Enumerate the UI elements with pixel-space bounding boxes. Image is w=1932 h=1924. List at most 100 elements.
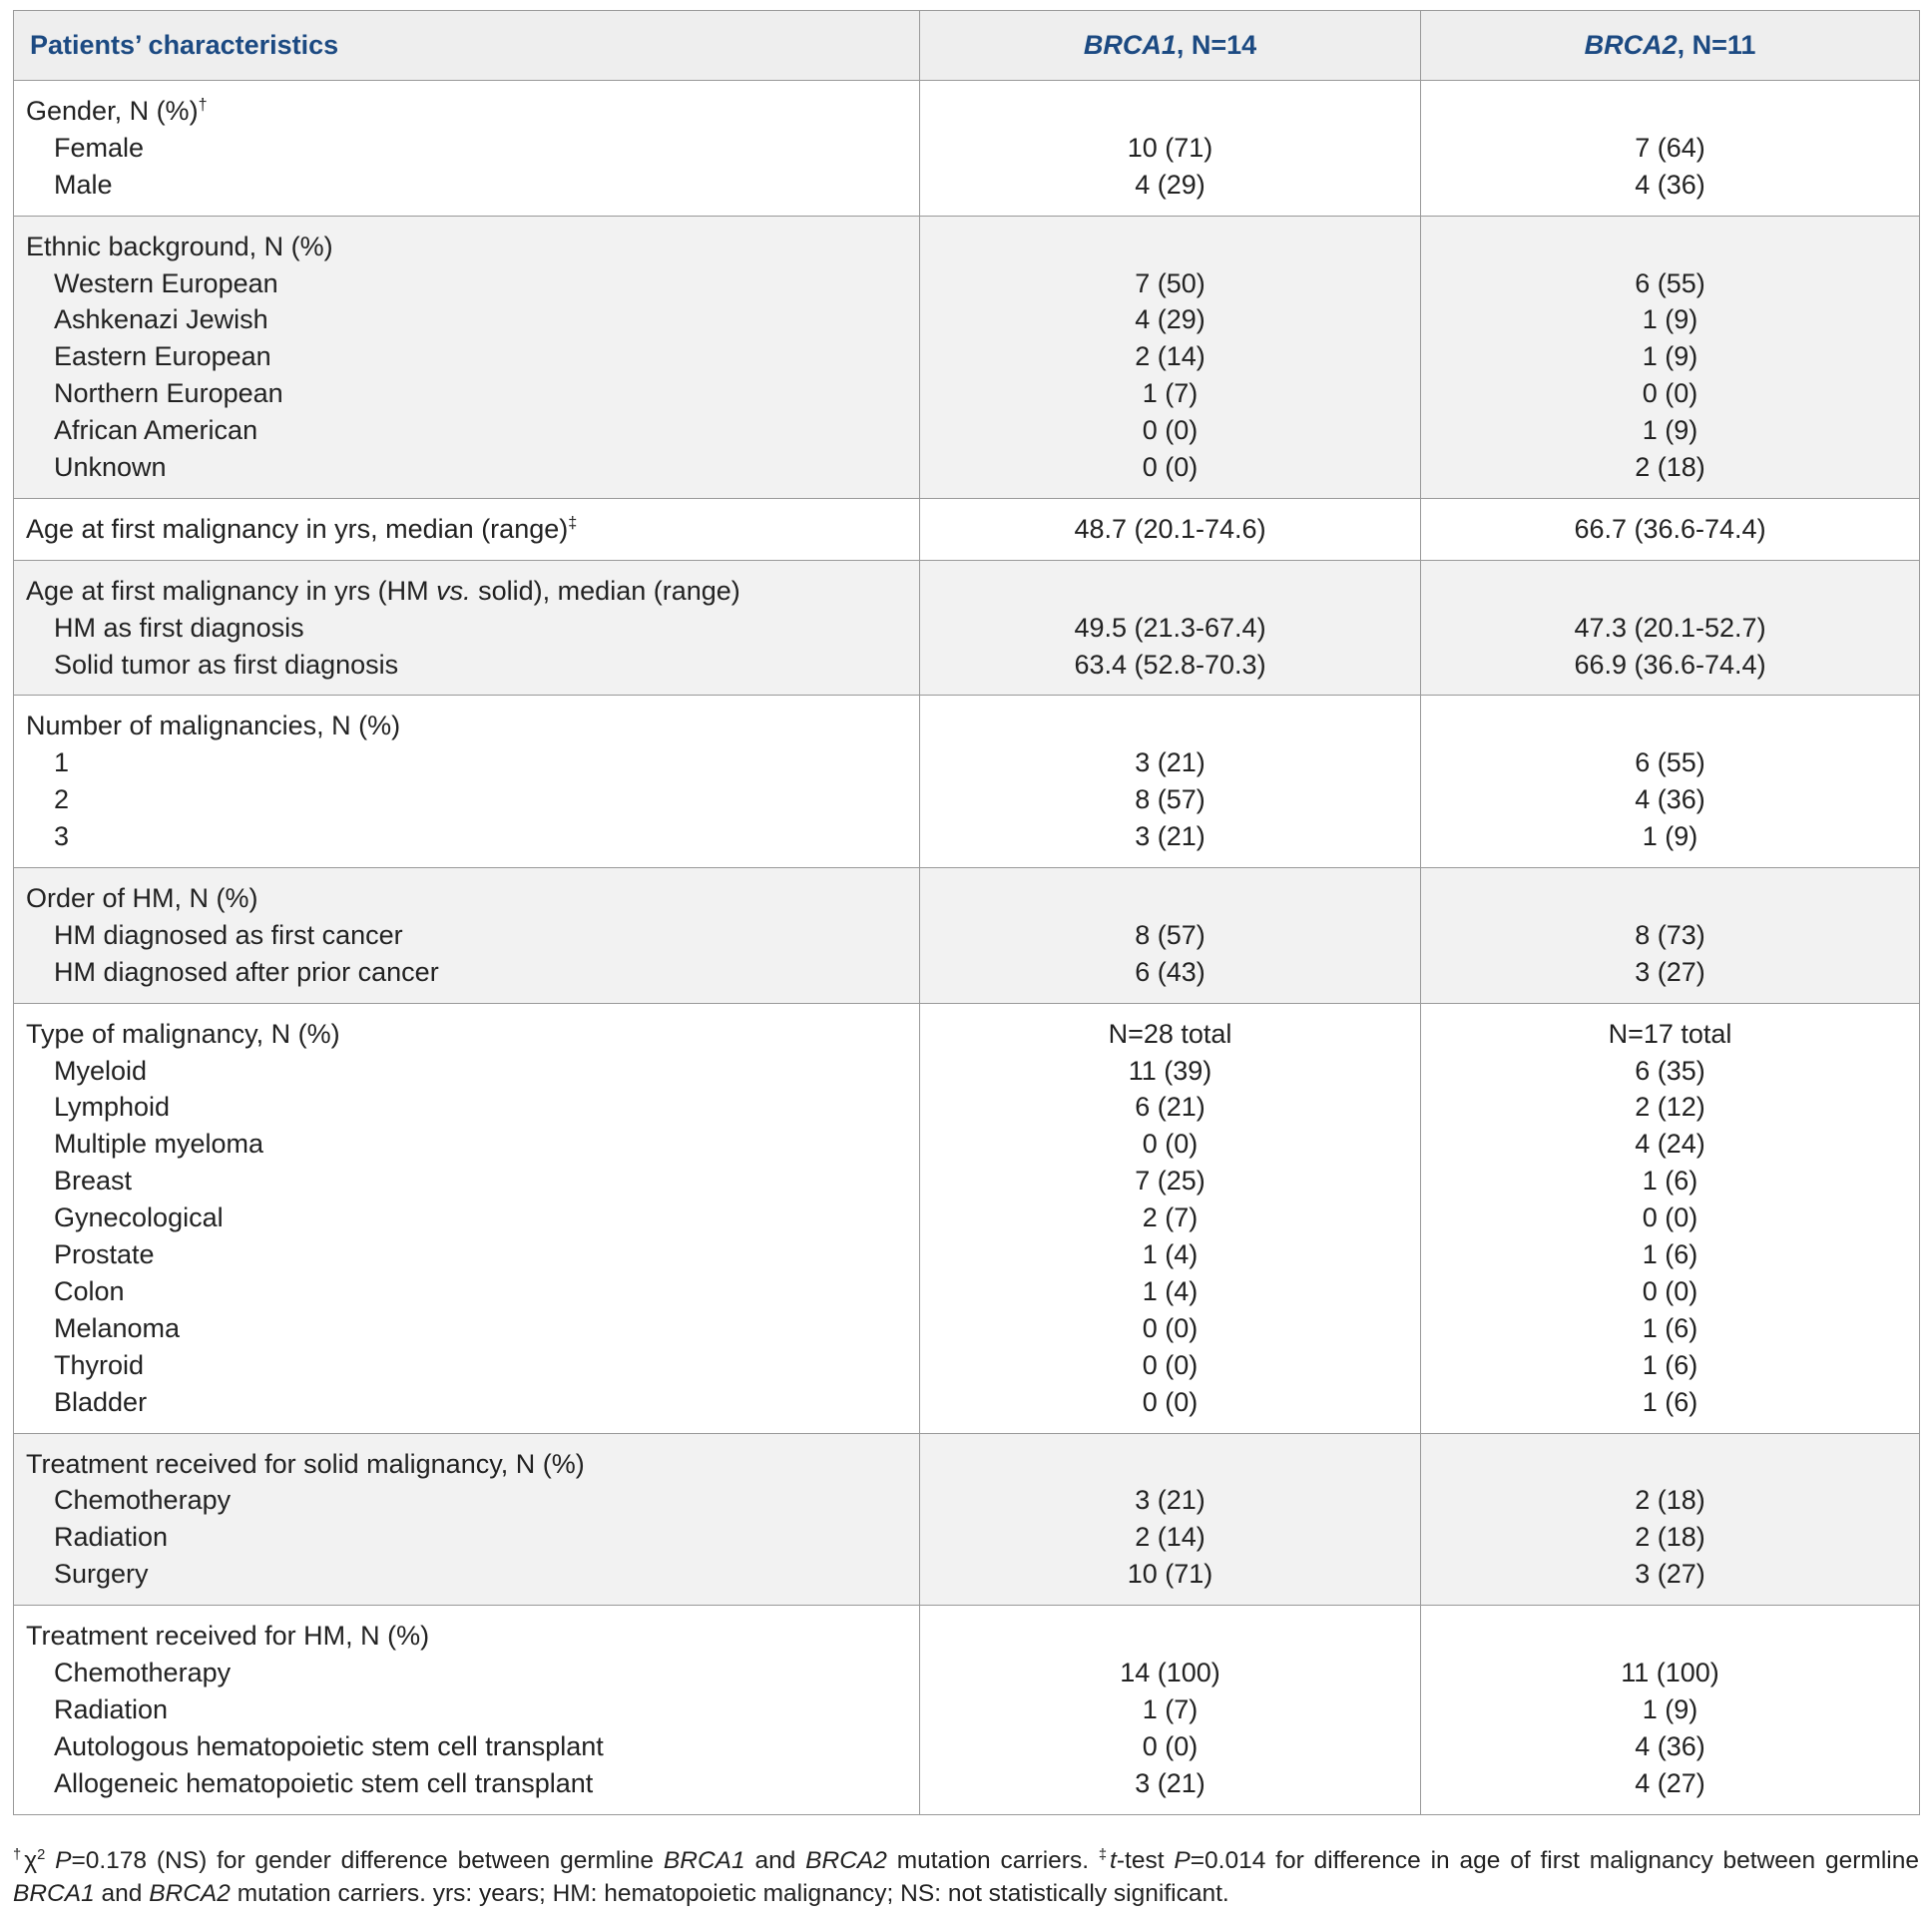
cell-value: 1 (7) [1142, 378, 1199, 409]
footnote-text: χ [24, 1847, 38, 1874]
cell-value: 2 (12) [1635, 1092, 1705, 1123]
cell-value: 0 (0) [1142, 1349, 1199, 1380]
cell-value: 3 (21) [1135, 747, 1206, 778]
group-title: Number of malignancies, N (%) [26, 708, 919, 744]
label-cell: Gender, N (%)† Female Male [13, 80, 920, 217]
title-text: Gender, N (%) [26, 96, 199, 126]
cell-value: 6 (35) [1635, 1055, 1705, 1086]
value-cell: 7 (64) 4 (36) [1420, 80, 1920, 217]
title-text: Type of malignancy, N (%) [26, 1018, 340, 1049]
row-label: African American [54, 415, 258, 446]
group-row: Age at first malignancy in yrs (HM vs. s… [13, 559, 1920, 697]
group-row: Age at first malignancy in yrs, median (… [13, 497, 1920, 561]
label-cell: Treatment received for HM, N (%) Chemothe… [13, 1605, 920, 1815]
group-row: Treatment received for solid malignancy,… [13, 1432, 1920, 1607]
footnote-text: mutation carriers. yrs: years; HM: hemat… [230, 1880, 1229, 1907]
row-label: Radiation [54, 1693, 169, 1724]
footnote-text: and [744, 1847, 806, 1874]
cell-value: 47.3 (20.1-52.7) [1574, 612, 1766, 643]
cell-value: 1 (9) [1642, 1693, 1698, 1724]
group-value: N=17 total [1608, 1018, 1732, 1049]
label-cell: Type of malignancy, N (%) Myeloid Lymphoid… [13, 1002, 920, 1434]
cell-value: 0 (0) [1642, 378, 1698, 409]
spacer [920, 708, 1420, 744]
cell-value: 66.9 (36.6-74.4) [1574, 649, 1766, 680]
cell-value: 0 (0) [1142, 452, 1199, 483]
value-cell: 11 (100) 1 (9) 4 (36) 4 (27) [1420, 1605, 1920, 1815]
cell-value: 0 (0) [1142, 415, 1199, 446]
value-cell: N=17 total 6 (35) 2 (12) 4 (24) 1 (6) 0 (0) 1 … [1420, 1002, 1920, 1434]
header-cell: BRCA1, N=14 [919, 10, 1421, 81]
spacer [920, 1446, 1420, 1483]
group-title: Age at first malignancy in yrs, median (… [26, 511, 919, 548]
cell-value: 6 (55) [1635, 267, 1705, 298]
cell-value: 4 (36) [1635, 169, 1705, 200]
cell-value: 0 (0) [1142, 1129, 1199, 1160]
footnote-text: ‡ [1098, 1846, 1111, 1863]
cell-value: 8 (57) [1135, 784, 1206, 815]
row-label: Chemotherapy [54, 1657, 232, 1687]
cell-value: 4 (36) [1635, 784, 1705, 815]
footnote-text: and [94, 1880, 150, 1907]
row-label: 3 [54, 821, 70, 852]
cell-value: 8 (57) [1135, 919, 1206, 950]
footnote-text [45, 1847, 55, 1874]
spacer [1421, 708, 1919, 744]
cell-value: 49.5 (21.3-67.4) [1074, 612, 1266, 643]
footnote-text: BRCA2 [805, 1847, 887, 1874]
cell-value: 8 (73) [1635, 919, 1705, 950]
cell-value: 0 (0) [1142, 1312, 1199, 1343]
gene-name: BRCA1 [1083, 30, 1177, 60]
cell-value: 6 (55) [1635, 747, 1705, 778]
cell-value: 1 (7) [1142, 1693, 1199, 1724]
value-cell: 8 (57) 6 (43) [919, 867, 1421, 1004]
cell-value: 1 (6) [1642, 1349, 1698, 1380]
cell-value: 3 (27) [1635, 956, 1705, 987]
value-cell: 3 (21) 8 (57) 3 (21) [919, 695, 1421, 869]
title-text: vs. [436, 575, 471, 606]
cell-value: 2 (18) [1635, 452, 1705, 483]
footnote: †χ2 P=0.178 (NS) for gender difference b… [13, 1844, 1919, 1910]
row-label: Gynecological [54, 1202, 224, 1233]
value-cell: N=28 total 11 (39) 6 (21) 0 (0) 7 (25) 2 (7) 1… [919, 1002, 1421, 1434]
title-text: Treatment received for solid malignancy,… [26, 1448, 585, 1479]
footnote-text: mutation carriers. [886, 1847, 1099, 1874]
cell-value: 4 (29) [1135, 304, 1206, 335]
group-title: Treatment received for HM, N (%) [26, 1618, 919, 1655]
label-cell: Number of malignancies, N (%) 1 2 3 [13, 695, 920, 869]
row-label: 2 [54, 784, 70, 815]
group-value: 66.7 (36.6-74.4) [1574, 513, 1766, 544]
spacer [1421, 93, 1919, 130]
group-title: Age at first malignancy in yrs (HM vs. s… [26, 573, 919, 610]
spacer [920, 880, 1420, 917]
row-label: Multiple myeloma [54, 1129, 264, 1160]
cell-value: 1 (4) [1142, 1239, 1199, 1270]
cell-value: 1 (9) [1642, 304, 1698, 335]
cell-value: 7 (50) [1135, 267, 1206, 298]
spacer [920, 573, 1420, 610]
cell-value: 0 (0) [1142, 1386, 1199, 1417]
cell-value: 3 (21) [1135, 1767, 1206, 1798]
footnote-text: BRCA2 [149, 1880, 231, 1907]
cell-value: 1 (6) [1642, 1386, 1698, 1417]
spacer [920, 229, 1420, 265]
footnote-text: -test [1116, 1847, 1175, 1874]
row-label: Solid tumor as first diagnosis [54, 649, 399, 680]
value-cell: 49.5 (21.3-67.4) 63.4 (52.8-70.3) [919, 559, 1421, 697]
cell-value: 4 (27) [1635, 1767, 1705, 1798]
header-row: Patients’ characteristics BRCA1, N=14 BRC… [13, 10, 1920, 81]
group-title: Order of HM, N (%) [26, 880, 919, 917]
cell-value: 3 (21) [1135, 821, 1206, 852]
group-title: Ethnic background, N (%) [26, 229, 919, 265]
cell-value: 11 (39) [1128, 1055, 1212, 1086]
footnote-text: BRCA1 [663, 1847, 745, 1874]
group-title: Type of malignancy, N (%) [26, 1016, 919, 1053]
title-text: Treatment received for HM, N (%) [26, 1621, 430, 1652]
group-row: Ethnic background, N (%) Western European… [13, 215, 1920, 499]
row-label: Lymphoid [54, 1092, 171, 1123]
group-row: Treatment received for HM, N (%) Chemothe… [13, 1605, 1920, 1815]
cell-value: 3 (27) [1635, 1559, 1705, 1590]
row-label: HM diagnosed as first cancer [54, 919, 403, 950]
group-value: N=28 total [1108, 1018, 1232, 1049]
row-label: Myeloid [54, 1055, 148, 1086]
